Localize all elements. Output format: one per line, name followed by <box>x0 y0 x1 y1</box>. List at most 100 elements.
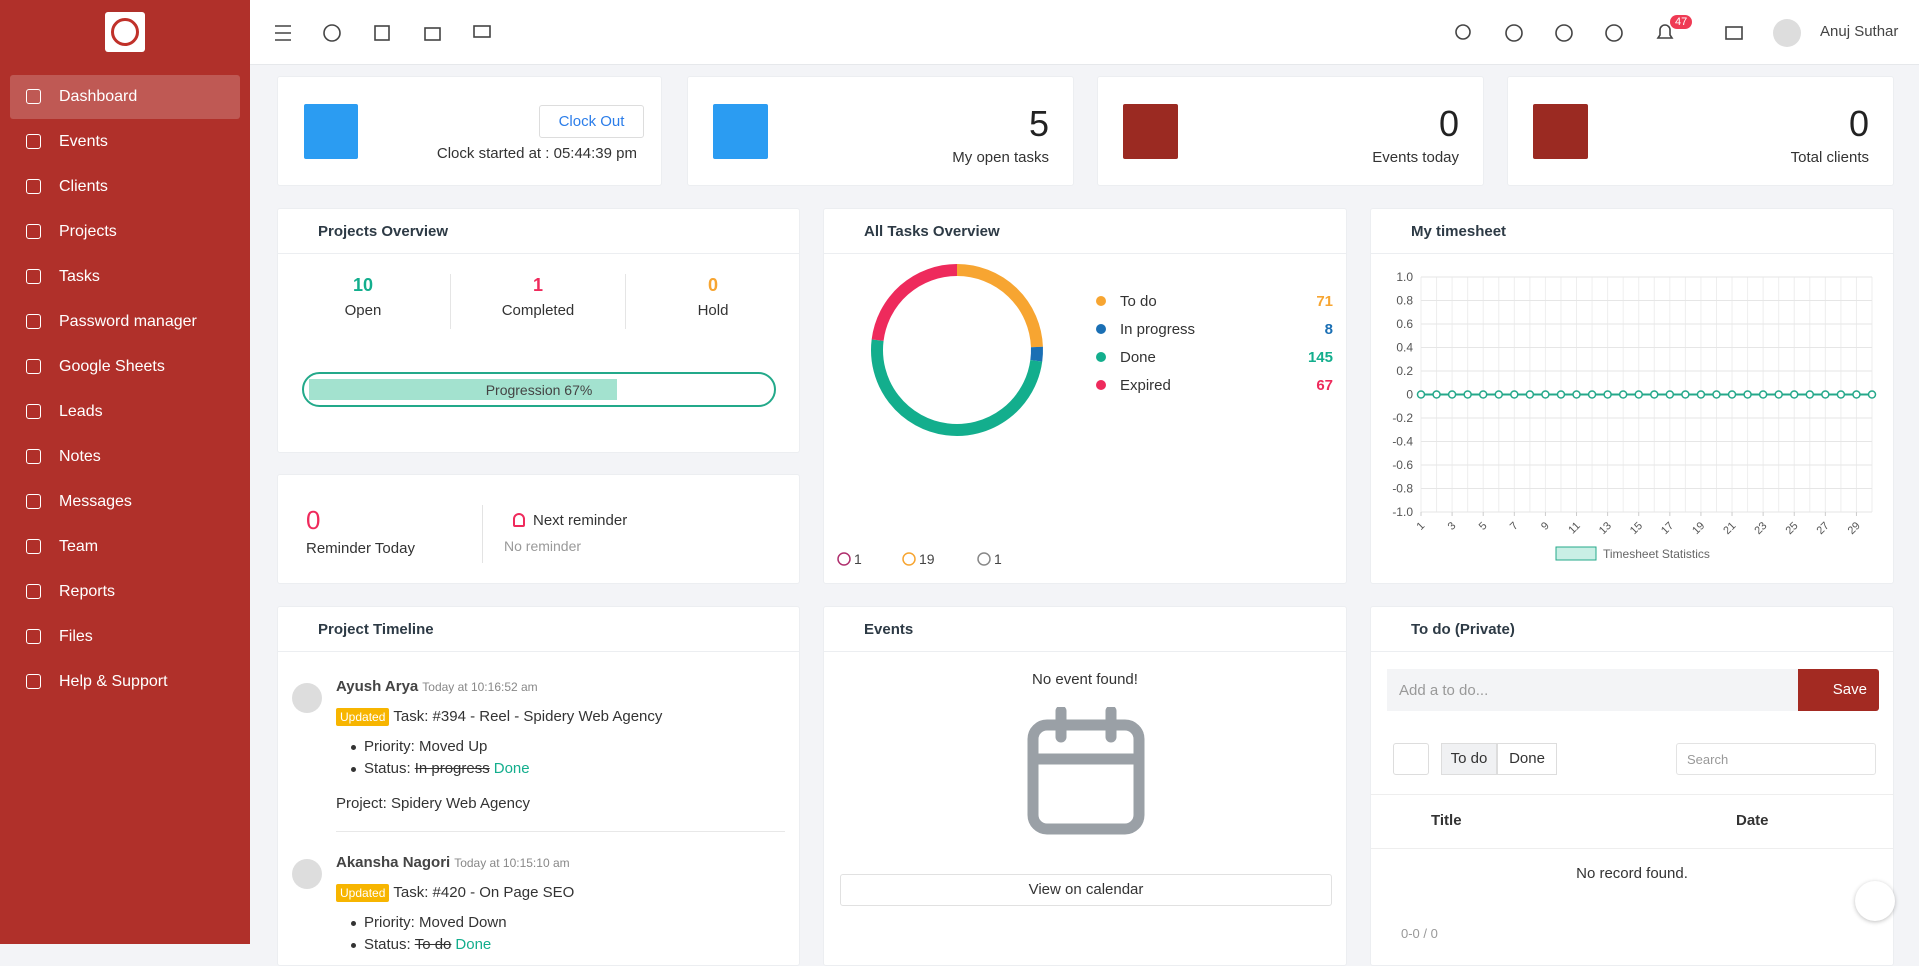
menu-label: Notes <box>59 448 101 465</box>
menu-item[interactable]: Google Sheets <box>10 345 240 389</box>
dashboard-icon[interactable] <box>473 25 491 38</box>
task: Task: #394 - Reel - Spidery Web Agency <box>393 708 663 725</box>
chat-button[interactable] <box>1855 881 1895 921</box>
tab[interactable]: Done <box>1497 743 1557 775</box>
y-tick-label: 1.0 <box>1396 270 1413 284</box>
author: Akansha Nagori <box>336 854 451 871</box>
pager: 0-0 / 0 <box>1401 926 1438 941</box>
column-title[interactable]: Title <box>1431 812 1462 829</box>
y-tick-label: 0.2 <box>1396 364 1413 378</box>
menu-icon <box>26 674 41 689</box>
menu-icon <box>26 224 41 239</box>
menu-item[interactable]: Projects <box>10 210 240 254</box>
language-icon[interactable] <box>1555 24 1573 42</box>
point <box>1852 390 1861 399</box>
user-avatar[interactable] <box>1773 19 1801 47</box>
todo-card: To do (Private) Add a to do... Save Sear… <box>1370 606 1894 966</box>
menu-label: Tasks <box>59 268 100 285</box>
mail-icon[interactable] <box>1725 26 1743 40</box>
column-date[interactable]: Date <box>1736 812 1769 829</box>
menu-item[interactable]: Files <box>10 615 240 659</box>
next-reminder: Next reminder <box>533 512 628 529</box>
menu-item[interactable]: Reports <box>10 570 240 614</box>
legend-value: 71 <box>1316 293 1333 310</box>
menu-item[interactable]: Messages <box>10 480 240 524</box>
user-name[interactable]: Anuj Suthar <box>1820 23 1899 40</box>
stat-value: 0 <box>1848 103 1869 144</box>
notification-icon[interactable] <box>1656 24 1674 39</box>
legend-label: Done <box>1120 349 1156 366</box>
clock-card: Clock Out Clock started at : 05:44:39 pm <box>277 76 662 186</box>
card-title: My timesheet <box>1371 209 1893 254</box>
donut-segment <box>1030 346 1043 362</box>
menu-item[interactable]: Events <box>10 120 240 164</box>
point <box>1447 390 1457 399</box>
clock-status: Clock started at : 05:44:39 pm <box>436 145 637 162</box>
entry-task: Updated Task: #420 - On Page SEO <box>336 884 574 902</box>
project-count: 1 <box>532 275 543 295</box>
point <box>1821 390 1830 399</box>
menu-toggle[interactable] <box>275 25 291 41</box>
calendar-icon <box>1027 707 1145 835</box>
clients-icon[interactable] <box>424 27 441 41</box>
add-icon[interactable] <box>1505 24 1523 42</box>
clock-out-button[interactable]: Clock Out <box>539 105 644 138</box>
y-tick-label: -0.4 <box>1392 435 1413 449</box>
stat-icon <box>1123 104 1178 159</box>
bullet: Status: In progress Done <box>364 760 530 777</box>
footer-count: 1 <box>854 551 862 567</box>
legend-label: Expired <box>1120 377 1171 394</box>
menu-item[interactable]: Leads <box>10 390 240 434</box>
view-calendar-button[interactable]: View on calendar <box>840 874 1332 906</box>
menu-icon <box>26 494 41 509</box>
search-icon[interactable] <box>1455 24 1471 40</box>
point <box>1541 390 1550 399</box>
card-title: All Tasks Overview <box>824 209 1346 254</box>
tasks-icon[interactable] <box>323 24 341 42</box>
menu-item[interactable]: Team <box>10 525 240 569</box>
stat-card: 5 My open tasks <box>687 76 1074 186</box>
menu-item[interactable]: Notes <box>10 435 240 479</box>
point <box>1525 390 1535 399</box>
apps-icon[interactable] <box>374 25 390 41</box>
x-tick-label: 1 <box>1415 520 1428 533</box>
layout-toggle[interactable] <box>1393 743 1429 775</box>
menu-label: Reports <box>59 583 116 600</box>
stat-card: 0 Events today <box>1097 76 1484 186</box>
clock-icon[interactable] <box>1605 24 1623 42</box>
reminder-label: Reminder Today <box>306 540 415 557</box>
point <box>1494 390 1504 399</box>
status-from: In progress <box>414 760 490 777</box>
y-tick-label: -0.6 <box>1392 458 1413 472</box>
point <box>1587 390 1597 399</box>
legend-dot <box>1096 324 1106 334</box>
stat-value: 5 <box>1028 103 1049 144</box>
time: Today at 10:15:10 am <box>454 856 570 870</box>
menu-item[interactable]: Dashboard <box>10 75 240 119</box>
point <box>1805 390 1815 399</box>
menu-item[interactable]: Tasks <box>10 255 240 299</box>
tab[interactable]: To do <box>1441 743 1497 775</box>
divider <box>336 831 785 832</box>
menu-item[interactable]: Clients <box>10 165 240 209</box>
menu-label: Projects <box>59 223 117 240</box>
notification-badge: 47 <box>1670 15 1693 29</box>
search-input[interactable]: Search <box>1676 743 1876 775</box>
todo-input[interactable]: Add a to do... <box>1387 669 1798 711</box>
events-card: Events No event found! View on calendar <box>823 606 1347 966</box>
point <box>1572 390 1581 399</box>
x-tick-label: 17 <box>1659 520 1676 537</box>
save-button[interactable]: Save <box>1798 669 1879 711</box>
progress-fill <box>309 379 618 400</box>
x-tick-label: 21 <box>1721 520 1738 537</box>
donut-segment <box>956 264 1043 348</box>
donut-segment <box>871 264 958 341</box>
menu-item[interactable]: Password manager <box>10 300 240 344</box>
stat-label: My open tasks <box>952 149 1049 166</box>
menu-item[interactable]: Help & Support <box>10 660 240 704</box>
logo[interactable] <box>105 12 145 52</box>
no-event: No event found! <box>1032 671 1138 688</box>
stat-card: 0 Total clients <box>1507 76 1894 186</box>
point <box>1836 390 1846 399</box>
x-tick-label: 13 <box>1597 520 1614 537</box>
